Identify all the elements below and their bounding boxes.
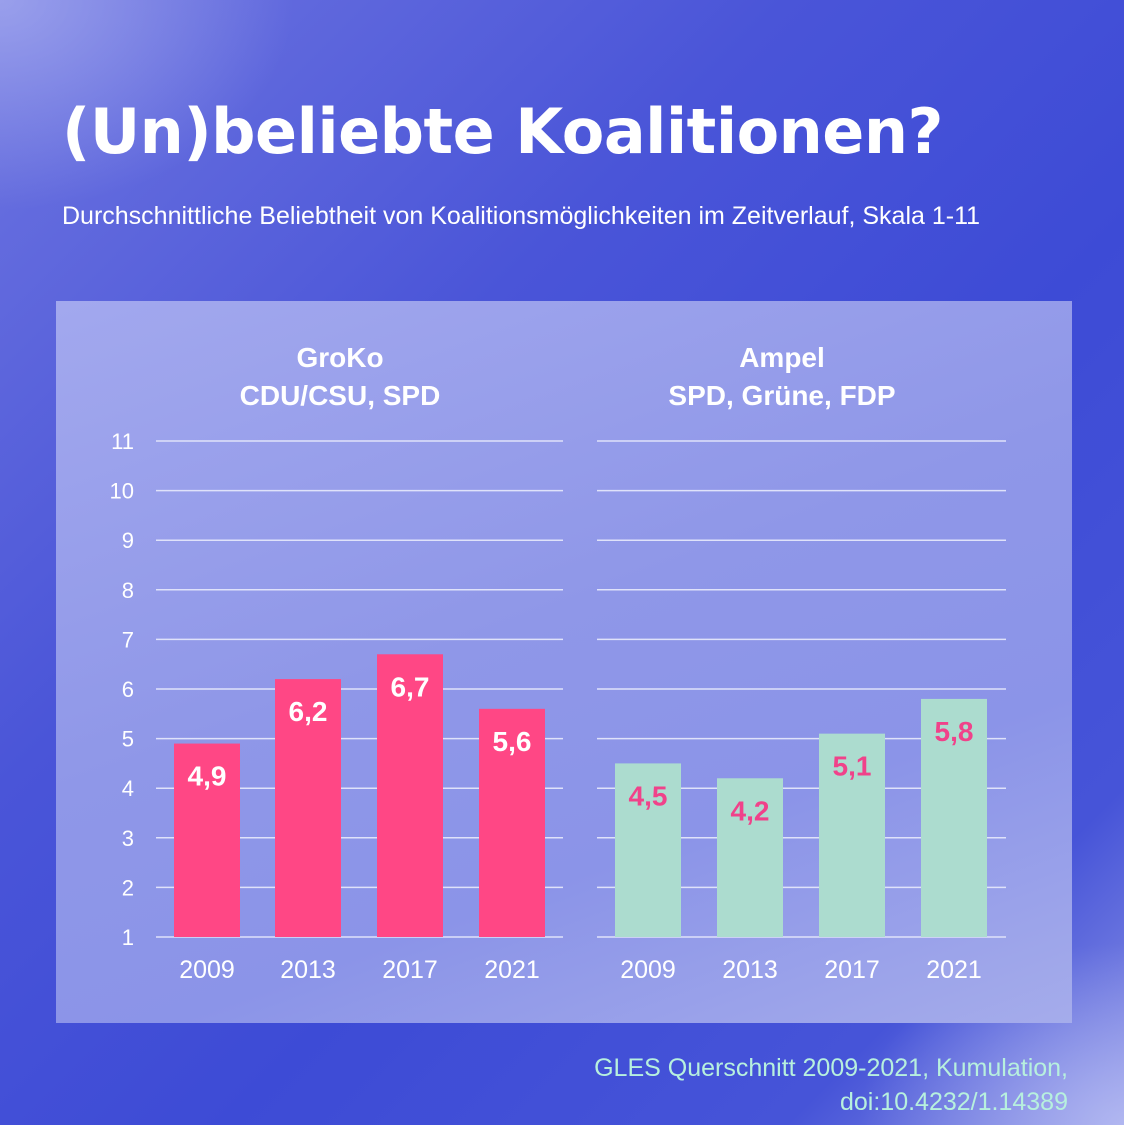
ampel-value-label-2009: 4,5: [629, 780, 668, 811]
ampel-bar-2021: [921, 698, 987, 937]
page-subtitle: Durchschnittliche Beliebtheit von Koalit…: [62, 202, 981, 230]
ampel-value-label-2017: 5,1: [833, 751, 872, 782]
groko-value-label-2009: 4,9: [188, 761, 227, 792]
ampel-title-line-1: Ampel: [739, 342, 825, 373]
groko-y-tick-9: 9: [122, 528, 134, 553]
groko-y-tick-7: 7: [122, 627, 134, 652]
groko-y-tick-4: 4: [122, 776, 134, 801]
groko-y-tick-8: 8: [122, 578, 134, 603]
ampel-bar-2009: [615, 763, 681, 937]
groko-y-tick-6: 6: [122, 677, 134, 702]
groko-value-label-2021: 5,6: [493, 726, 532, 757]
groko-y-tick-5: 5: [122, 727, 134, 752]
ampel-x-tick-2017: 2017: [824, 956, 880, 984]
groko-y-tick-2: 2: [122, 875, 134, 900]
groko-x-tick-2013: 2013: [280, 956, 336, 984]
groko-x-tick-2021: 2021: [484, 956, 540, 984]
groko-x-tick-2017: 2017: [382, 956, 438, 984]
groko-value-label-2013: 6,2: [289, 696, 328, 727]
source-line-2: doi:10.4232/1.14389: [840, 1088, 1068, 1116]
groko-y-tick-1: 1: [122, 925, 134, 950]
source-note: GLES Querschnitt 2009-2021, Kumulation, …: [268, 1051, 1068, 1119]
groko-y-tick-10: 10: [110, 479, 134, 504]
groko-bar-2017: [377, 654, 443, 937]
groko-bar-2009: [174, 743, 240, 937]
ampel-x-tick-2009: 2009: [620, 956, 676, 984]
page-title: (Un)beliebte Koalitionen?: [62, 95, 943, 168]
groko-y-tick-11: 11: [111, 429, 134, 454]
ampel-x-tick-2021: 2021: [926, 956, 982, 984]
ampel-value-label-2021: 5,8: [935, 716, 974, 747]
ampel-bar-2017: [819, 733, 885, 937]
ampel-title-line-2: SPD, Grüne, FDP: [668, 380, 895, 411]
ampel-bar-2013: [717, 778, 783, 937]
groko-y-tick-3: 3: [122, 826, 134, 851]
groko-x-tick-2009: 2009: [179, 956, 235, 984]
groko-bar-2021: [479, 708, 545, 937]
groko-value-label-2017: 6,7: [391, 671, 430, 702]
source-line-1: GLES Querschnitt 2009-2021, Kumulation,: [594, 1054, 1068, 1082]
coalition-charts: GroKo CDU/CSU, SPD 1 2 3 4 5 6 7 8 9 10 11 4,9 2009 6,2…: [110, 342, 1006, 984]
ampel-value-label-2013: 4,2: [731, 795, 770, 826]
ampel-x-tick-2013: 2013: [722, 956, 778, 984]
groko-title-line-2: CDU/CSU, SPD: [240, 380, 441, 411]
chart-panel: GroKo CDU/CSU, SPD 1 2 3 4 5 6 7 8 9 10 11 4,9 2009 6,2…: [56, 301, 1072, 1023]
groko-title-line-1: GroKo: [296, 342, 383, 373]
groko-bar-2013: [275, 679, 341, 937]
